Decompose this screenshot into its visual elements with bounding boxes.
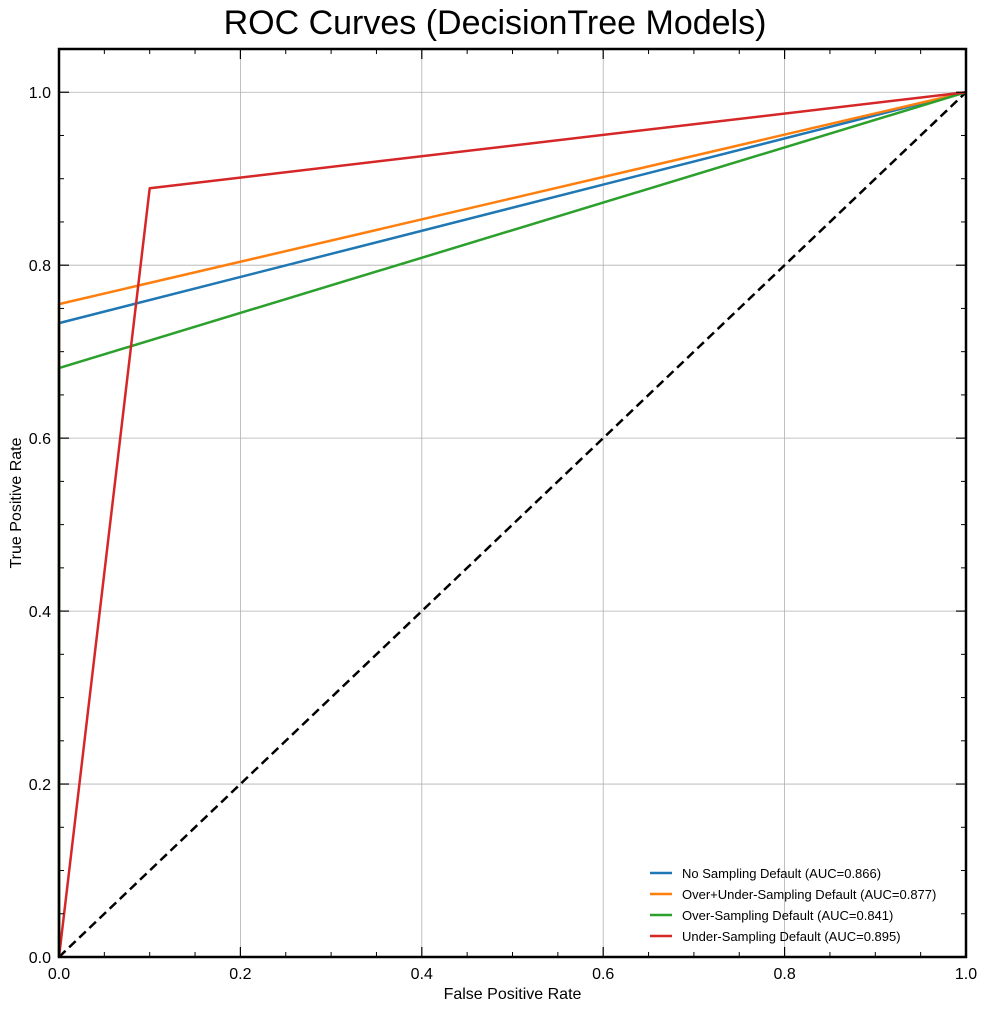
legend-label-0: No Sampling Default (AUC=0.866) bbox=[682, 866, 881, 881]
y-tick-label: 0.0 bbox=[29, 950, 51, 967]
reference-diagonal bbox=[58, 91, 967, 958]
reference-diagonal-line bbox=[58, 91, 967, 958]
x-tick-label: 0.6 bbox=[592, 966, 614, 983]
plot-frame bbox=[57, 47, 968, 959]
chart-title: ROC Curves (DecisionTree Models) bbox=[224, 4, 767, 42]
y-tick-label: 0.4 bbox=[29, 604, 51, 621]
y-tick-label: 0.6 bbox=[29, 431, 51, 448]
x-tick-label: 1.0 bbox=[955, 966, 977, 983]
x-tick-label: 0.2 bbox=[229, 966, 251, 983]
legend-label-1: Over+Under-Sampling Default (AUC=0.877) bbox=[682, 887, 936, 902]
axis-ticks: 0.0 0.2 0.4 0.6 0.8 1.0 0.0 0.2 0.4 0.6 0.8 1.0 bbox=[29, 49, 977, 983]
y-tick-label: 0.8 bbox=[29, 258, 51, 275]
x-tick-label: 0.0 bbox=[48, 966, 70, 983]
x-tick-label: 0.4 bbox=[411, 966, 433, 983]
series-line-3 bbox=[57, 90, 967, 958]
legend: No Sampling Default (AUC=0.866) Over+Unde… bbox=[650, 866, 936, 944]
y-axis-label: True Positive Rate bbox=[8, 437, 25, 568]
legend-label-3: Under-Sampling Default (AUC=0.895) bbox=[682, 929, 901, 944]
x-tick-label: 0.8 bbox=[773, 966, 795, 983]
y-tick-label: 1.0 bbox=[29, 85, 51, 102]
x-axis-label: False Positive Rate bbox=[444, 986, 582, 1003]
y-tick-label: 0.2 bbox=[29, 777, 51, 794]
legend-label-2: Over-Sampling Default (AUC=0.841) bbox=[682, 908, 893, 923]
grid bbox=[58, 49, 967, 958]
